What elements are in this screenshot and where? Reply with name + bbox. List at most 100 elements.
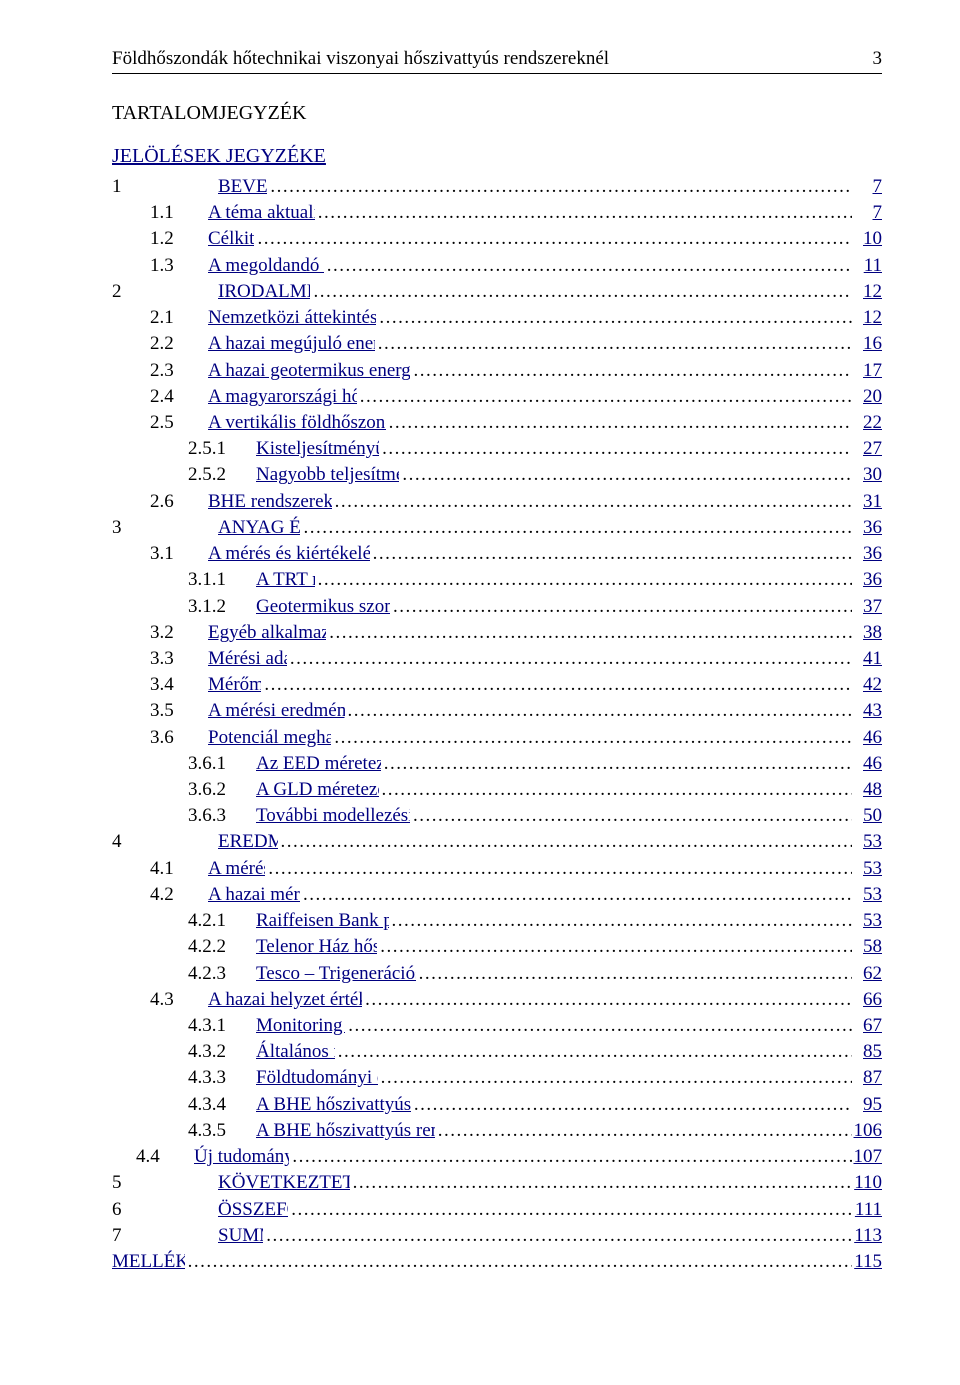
toc-link[interactable]: A megoldandó feladatok ismertetése bbox=[208, 255, 324, 276]
toc-label[interactable]: ANYAG ÉS MÓDSZER bbox=[218, 515, 300, 541]
toc-label[interactable]: A hazai helyzet értékelése a végzett mér… bbox=[208, 987, 362, 1013]
toc-page-number[interactable]: 111 bbox=[852, 1197, 882, 1223]
toc-page-link[interactable]: 7 bbox=[873, 176, 883, 197]
toc-link[interactable]: IRODALMI ÁTTEKINTÉS bbox=[218, 281, 310, 302]
toc-label[interactable]: A BHE hőszivattyús rendszerek jövőbeni l… bbox=[256, 1118, 435, 1144]
toc-label[interactable]: A TRT mérés elve bbox=[256, 567, 315, 593]
toc-page-number[interactable]: 53 bbox=[852, 908, 882, 934]
toc-page-number[interactable]: 107 bbox=[852, 1144, 882, 1170]
toc-label[interactable]: Egyéb alkalmazott mérési módszerek bbox=[208, 620, 326, 646]
toc-label[interactable]: A mérési helyek bbox=[208, 856, 265, 882]
toc-page-link[interactable]: 111 bbox=[855, 1199, 882, 1220]
toc-link[interactable]: Nemzetközi áttekintés a földhő hőszivatt… bbox=[208, 307, 376, 328]
toc-label[interactable]: Célkitűzések bbox=[208, 226, 254, 252]
toc-link[interactable]: A hazai megújuló energiaforrások alkalma… bbox=[208, 333, 375, 354]
toc-link[interactable]: Monitoring adatok értékelése bbox=[256, 1015, 345, 1036]
toc-page-link[interactable]: 66 bbox=[863, 989, 882, 1010]
toc-label[interactable]: KÖVETKEZTETÉSEK ÉS JAVASLATOK bbox=[218, 1170, 350, 1196]
toc-page-link[interactable]: 62 bbox=[863, 963, 882, 984]
toc-page-link[interactable]: 53 bbox=[863, 858, 882, 879]
toc-page-link[interactable]: 95 bbox=[863, 1094, 882, 1115]
toc-link[interactable]: A GLD méretező szoftver elvi alkalmazása bbox=[256, 779, 379, 800]
toc-page-link[interactable]: 106 bbox=[854, 1120, 883, 1141]
toc-label[interactable]: EREDMÉNYEK bbox=[218, 829, 278, 855]
toc-label[interactable]: Általános megállapítások bbox=[256, 1039, 335, 1065]
toc-page-number[interactable]: 43 bbox=[852, 698, 882, 724]
toc-link[interactable]: Az EED méretező szoftver elvi alkalmazás… bbox=[256, 753, 381, 774]
toc-page-link[interactable]: 115 bbox=[854, 1251, 882, 1272]
toc-page-link[interactable]: 50 bbox=[863, 805, 882, 826]
toc-link[interactable]: Egyéb alkalmazott mérési módszerek bbox=[208, 622, 326, 643]
toc-label[interactable]: A hazai geotermikus energia, és ezen bel… bbox=[208, 358, 410, 384]
toc-page-link[interactable]: 16 bbox=[863, 333, 882, 354]
toc-label[interactable]: A vertikális földhőszondás hőszivattyús … bbox=[208, 410, 386, 436]
toc-page-link[interactable]: 46 bbox=[863, 727, 882, 748]
toc-page-number[interactable]: 36 bbox=[852, 541, 882, 567]
toc-label[interactable]: Monitoring adatok értékelése bbox=[256, 1013, 345, 1039]
toc-page-number[interactable]: 67 bbox=[852, 1013, 882, 1039]
toc-label[interactable]: Az EED méretező szoftver elvi alkalmazás… bbox=[256, 751, 381, 777]
toc-label[interactable]: Tesco – Trigenerációs roof-top hőszivatt… bbox=[256, 961, 416, 987]
toc-label[interactable]: Kisteljesítményű BHE rendszerek 30kW-ig bbox=[256, 436, 379, 462]
toc-page-link[interactable]: 67 bbox=[863, 1015, 882, 1036]
toc-label[interactable]: SUMMARY bbox=[218, 1223, 263, 1249]
toc-page-link[interactable]: 53 bbox=[863, 910, 882, 931]
toc-page-number[interactable]: 113 bbox=[852, 1223, 882, 1249]
toc-page-link[interactable]: 7 bbox=[873, 202, 883, 223]
toc-page-link[interactable]: 36 bbox=[863, 543, 882, 564]
symbols-link[interactable]: JELÖLÉSEK JEGYZÉKE bbox=[112, 145, 326, 167]
toc-link[interactable]: A TRT mérés elve bbox=[256, 569, 315, 590]
toc-link[interactable]: SUMMARY bbox=[218, 1225, 263, 1246]
toc-label[interactable]: Nagyobb teljesítményű BHE rendszerek 30k… bbox=[256, 462, 399, 488]
toc-page-link[interactable]: 36 bbox=[863, 569, 882, 590]
toc-page-link[interactable]: 113 bbox=[854, 1225, 882, 1246]
toc-page-number[interactable]: 87 bbox=[852, 1065, 882, 1091]
toc-page-link[interactable]: 12 bbox=[863, 281, 882, 302]
toc-page-number[interactable]: 110 bbox=[852, 1170, 882, 1196]
toc-label[interactable]: Geotermikus szondateszt menete a gyakorl… bbox=[256, 594, 390, 620]
toc-page-number[interactable]: 20 bbox=[852, 384, 882, 410]
toc-page-link[interactable]: 87 bbox=[863, 1067, 882, 1088]
toc-link[interactable]: Nagyobb teljesítményű BHE rendszerek 30k… bbox=[256, 464, 399, 485]
toc-label[interactable]: A téma aktualitása és jelentősége bbox=[208, 200, 315, 226]
toc-link[interactable]: A magyarországi hőszivattyús fejlődés át… bbox=[208, 386, 357, 407]
toc-label[interactable]: BHE rendszerek monitoring vizsgálatai bbox=[208, 489, 332, 515]
toc-link[interactable]: Geotermikus szondateszt menete a gyakorl… bbox=[256, 596, 390, 617]
toc-page-number[interactable]: 106 bbox=[852, 1118, 882, 1144]
toc-label[interactable]: A hazai mérési eredmények bbox=[208, 882, 300, 908]
toc-link[interactable]: Kisteljesítményű BHE rendszerek 30kW-ig bbox=[256, 438, 379, 459]
toc-page-number[interactable]: 58 bbox=[852, 934, 882, 960]
toc-link[interactable]: BEVEZETÉS bbox=[218, 176, 267, 197]
toc-page-link[interactable]: 31 bbox=[863, 491, 882, 512]
toc-page-number[interactable]: 37 bbox=[852, 594, 882, 620]
toc-label[interactable]: Telenor Ház hőszivattyús rendszer - méré… bbox=[256, 934, 377, 960]
toc-page-link[interactable]: 38 bbox=[863, 622, 882, 643]
toc-label[interactable]: A megoldandó feladatok ismertetése bbox=[208, 253, 324, 279]
toc-page-number[interactable]: 12 bbox=[852, 305, 882, 331]
toc-page-number[interactable]: 42 bbox=[852, 672, 882, 698]
toc-link[interactable]: A mérési eredmények elemzése, kiértékelé… bbox=[208, 700, 345, 721]
toc-label[interactable]: A hazai megújuló energiaforrások alkalma… bbox=[208, 331, 375, 357]
toc-label[interactable]: Nemzetközi áttekintés a földhő hőszivatt… bbox=[208, 305, 376, 331]
toc-link[interactable]: A téma aktualitása és jelentősége bbox=[208, 202, 315, 223]
toc-label[interactable]: A GLD méretező szoftver elvi alkalmazása bbox=[256, 777, 379, 803]
toc-link[interactable]: Mérőműszerek bbox=[208, 674, 261, 695]
toc-link[interactable]: MELLÉKLETEK bbox=[112, 1251, 185, 1272]
toc-page-link[interactable]: 30 bbox=[863, 464, 882, 485]
toc-page-number[interactable]: 36 bbox=[852, 515, 882, 541]
toc-label[interactable]: Raiffeisen Bank projekt – Az első mérés … bbox=[256, 908, 389, 934]
toc-page-number[interactable]: 66 bbox=[852, 987, 882, 1013]
toc-page-number[interactable]: 53 bbox=[852, 829, 882, 855]
toc-label[interactable]: Új tudományos eredmények bbox=[194, 1144, 289, 1170]
toc-label[interactable]: A magyarországi hőszivattyús fejlődés át… bbox=[208, 384, 357, 410]
toc-link[interactable]: Mérési adatok gyűjtése bbox=[208, 648, 287, 669]
toc-page-number[interactable]: 50 bbox=[852, 803, 882, 829]
toc-label[interactable]: Mérőműszerek bbox=[208, 672, 261, 698]
toc-page-link[interactable]: 58 bbox=[863, 936, 882, 957]
toc-page-link[interactable]: 85 bbox=[863, 1041, 882, 1062]
toc-page-number[interactable]: 7 bbox=[852, 200, 882, 226]
toc-page-link[interactable]: 43 bbox=[863, 700, 882, 721]
toc-page-number[interactable]: 53 bbox=[852, 882, 882, 908]
toc-page-number[interactable]: 16 bbox=[852, 331, 882, 357]
toc-page-number[interactable]: 41 bbox=[852, 646, 882, 672]
